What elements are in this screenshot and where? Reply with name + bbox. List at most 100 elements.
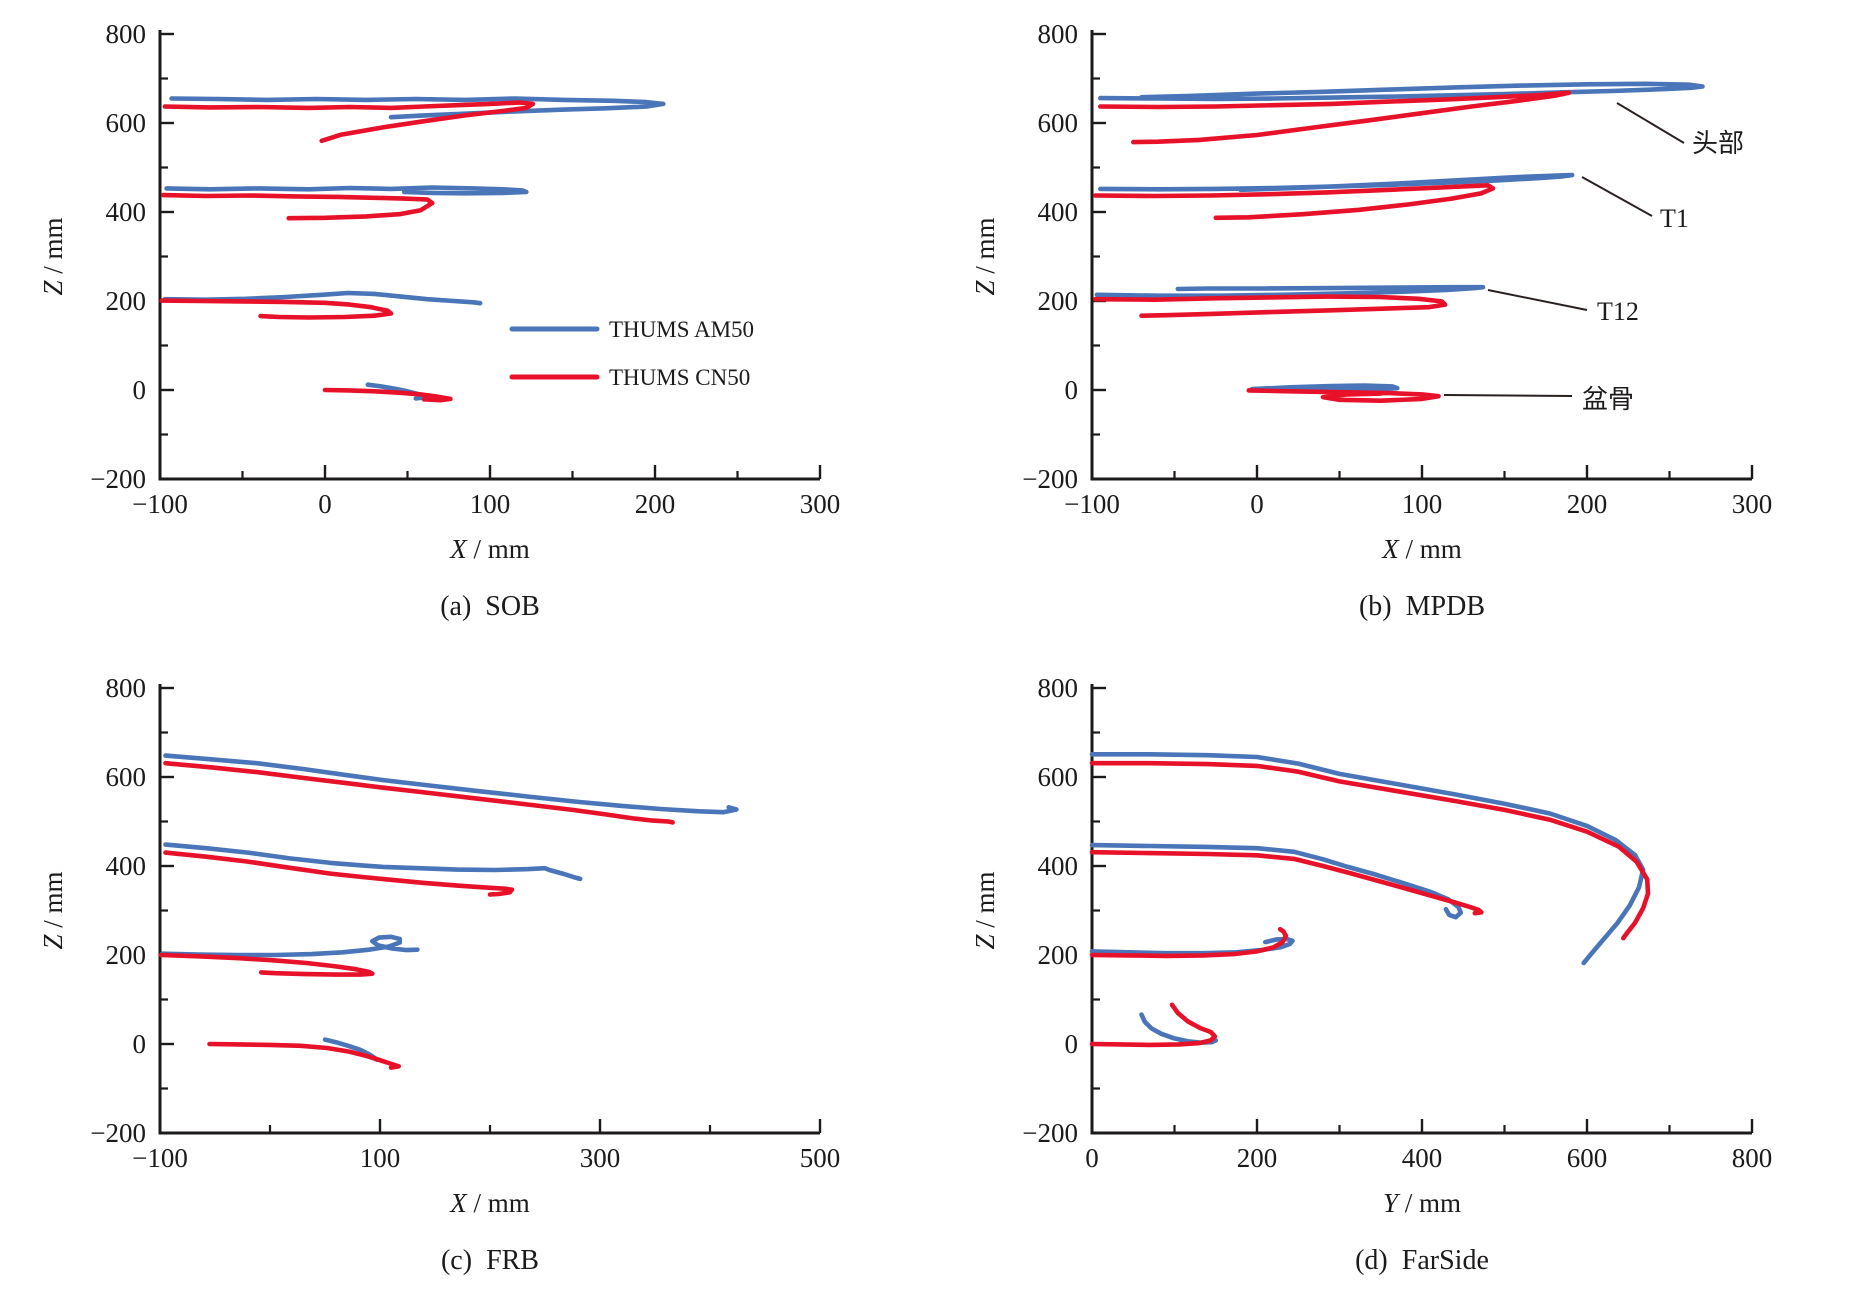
y-tick-label: −200: [90, 464, 146, 494]
x-tick-label: 300: [580, 1143, 621, 1173]
y-tick-label: 0: [1065, 375, 1079, 405]
panel-caption: (d) FarSide: [1355, 1245, 1489, 1276]
x-axis-title: X / mm: [449, 1188, 530, 1218]
x-tick-label: 300: [1732, 489, 1773, 519]
legend-label-am50: THUMS AM50: [609, 317, 754, 342]
curve-t12-cn50: [159, 298, 394, 320]
x-tick-label: 300: [800, 489, 841, 519]
x-tick-label: 200: [1567, 489, 1608, 519]
x-tick-label: 400: [1402, 1143, 1443, 1173]
curve-t1-am50: [1089, 842, 1464, 920]
y-tick-label: 0: [1065, 1029, 1079, 1059]
x-tick-label: 600: [1567, 1143, 1608, 1173]
curve-t12-am50: [1094, 284, 1486, 299]
curve-head-cn50: [1089, 760, 1651, 941]
x-tick-label: 800: [1732, 1143, 1773, 1173]
annotation-label-0: 头部: [1692, 129, 1744, 158]
y-axis-title: Z / mm: [970, 217, 1000, 295]
curve-head-cn50: [162, 100, 536, 144]
y-tick-label: 600: [1038, 762, 1079, 792]
y-axis-title: Z / mm: [38, 217, 68, 295]
x-axis-title: Y / mm: [1383, 1188, 1461, 1218]
x-tick-label: 0: [1250, 489, 1264, 519]
curve-head-cn50: [1098, 90, 1572, 145]
x-tick-label: 500: [800, 1143, 841, 1173]
panel-caption: (a) SOB: [440, 591, 540, 622]
x-tick-label: 100: [360, 1143, 401, 1173]
curve-t12-cn50: [1089, 926, 1289, 959]
y-tick-label: −200: [1022, 464, 1078, 494]
y-tick-label: 400: [1038, 197, 1079, 227]
curve-pelvis-cn50: [322, 387, 453, 403]
y-tick-label: 0: [133, 375, 147, 405]
curve-t1-am50: [164, 185, 529, 196]
x-axis-title: X / mm: [1381, 534, 1462, 564]
y-tick-label: 800: [1038, 673, 1079, 703]
curve-t1-cn50: [1089, 849, 1484, 916]
y-tick-label: 600: [106, 762, 147, 792]
curve-t12-am50: [162, 290, 483, 306]
curve-t12-cn50: [158, 952, 375, 977]
y-tick-label: 200: [1038, 940, 1079, 970]
panel-sob: −100 0 100 200 300 800 600 400 200 0 −200 X / mm Z /…: [0, 0, 932, 654]
chart-frb: −100 100 300 500 800 600 400 200 0 −200 X / mm Z / …: [38, 673, 841, 1276]
y-tick-label: −200: [90, 1118, 146, 1148]
y-tick-label: 800: [1038, 19, 1079, 49]
annotation-leader-1: [1581, 176, 1653, 217]
y-tick-label: 800: [106, 19, 147, 49]
x-tick-label: −100: [1064, 489, 1120, 519]
x-tick-label: 200: [635, 489, 676, 519]
curve-head-am50: [163, 753, 739, 815]
x-tick-label: −100: [132, 489, 188, 519]
panel-mpdb: −100 0 100 200 300 800 600 400 200 0 −200 X / mm Z /…: [932, 0, 1864, 654]
curve-t1-am50: [1098, 172, 1575, 193]
x-tick-label: 0: [318, 489, 332, 519]
x-tick-label: −100: [132, 1143, 188, 1173]
annotation-leader-3: [1443, 394, 1573, 397]
panel-caption: (c) FRB: [441, 1245, 539, 1276]
y-tick-label: 0: [133, 1029, 147, 1059]
y-tick-label: −200: [1022, 1118, 1078, 1148]
curve-pelvis-am50: [1249, 383, 1400, 393]
y-tick-label: 600: [1038, 108, 1079, 138]
curve-t1-cn50: [161, 192, 435, 221]
x-tick-label: 200: [1237, 1143, 1278, 1173]
x-tick-label: 100: [470, 489, 511, 519]
y-tick-label: 200: [106, 940, 147, 970]
curve-t1-cn50: [163, 850, 515, 897]
x-axis-title: X / mm: [449, 534, 530, 564]
y-tick-label: 600: [106, 108, 147, 138]
curve-pelvis-cn50: [1089, 1002, 1218, 1048]
panel-caption: (b) MPDB: [1359, 591, 1485, 622]
curve-pelvis-cn50: [1246, 388, 1441, 404]
y-tick-label: 400: [1038, 851, 1079, 881]
panel-farside: 0 200 400 600 800 800 600 400 200 0 −200 Y / mm Z / …: [932, 654, 1864, 1308]
y-tick-label: 400: [106, 851, 147, 881]
curve-t1-am50: [163, 842, 583, 882]
annotation-leader-0: [1616, 102, 1685, 144]
y-axis-title: Z / mm: [970, 871, 1000, 949]
chart-sob: −100 0 100 200 300 800 600 400 200 0 −200 X / mm Z /…: [38, 19, 841, 622]
x-tick-label: 100: [1402, 489, 1443, 519]
annotation-label-2: T12: [1597, 297, 1639, 326]
chart-mpdb: −100 0 100 200 300 800 600 400 200 0 −200 X / mm Z /…: [970, 19, 1773, 622]
curve-pelvis-cn50: [207, 1041, 402, 1070]
y-axis-title: Z / mm: [38, 871, 68, 949]
curve-head-am50: [1089, 752, 1646, 966]
y-tick-label: 200: [106, 286, 147, 316]
y-tick-label: 400: [106, 197, 147, 227]
curve-t12-cn50: [1093, 294, 1448, 319]
curve-head-am50: [1098, 81, 1705, 102]
panel-frb: −100 100 300 500 800 600 400 200 0 −200 X / mm Z / …: [0, 654, 932, 1308]
y-tick-label: 800: [106, 673, 147, 703]
annotation-leader-2: [1487, 289, 1588, 311]
legend-label-cn50: THUMS CN50: [609, 365, 750, 390]
annotation-label-3: 盆骨: [1582, 385, 1634, 414]
y-tick-label: 200: [1038, 286, 1079, 316]
x-tick-label: 0: [1085, 1143, 1099, 1173]
annotation-label-1: T1: [1660, 204, 1689, 233]
curve-head-cn50: [163, 760, 675, 825]
curve-t1-cn50: [1093, 183, 1496, 221]
